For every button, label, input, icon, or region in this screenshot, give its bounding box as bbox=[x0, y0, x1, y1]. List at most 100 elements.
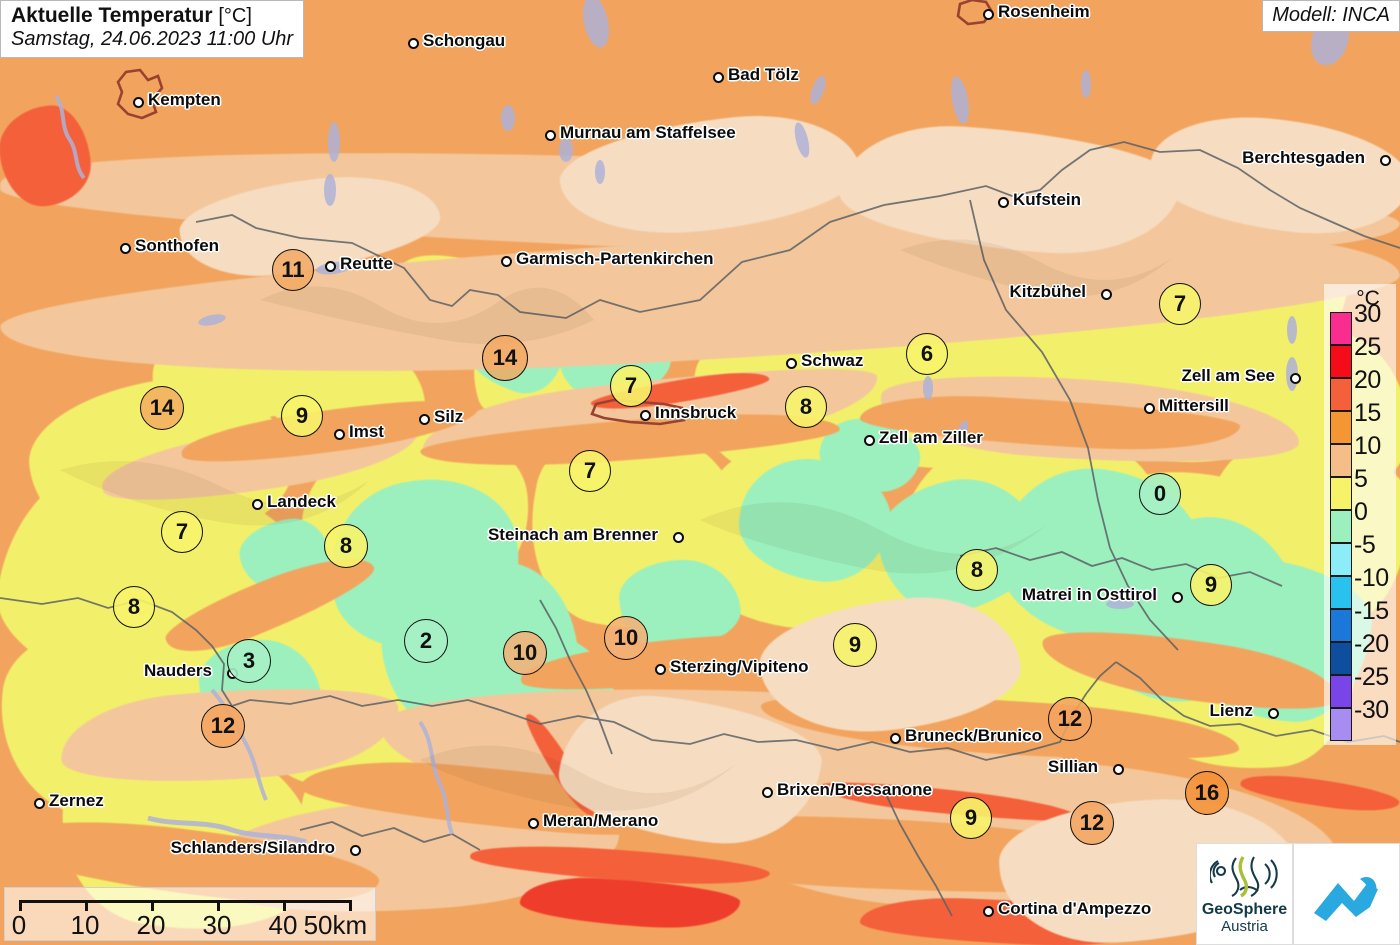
city-dot-icon bbox=[252, 499, 263, 510]
station-temperature-marker[interactable]: 0 bbox=[1139, 473, 1181, 515]
city-dot-icon bbox=[1101, 289, 1112, 300]
legend-band-label: 5 bbox=[1354, 465, 1368, 493]
city-dot-icon bbox=[1268, 708, 1279, 719]
legend-band-swatch bbox=[1330, 444, 1352, 477]
station-temperature-marker[interactable]: 7 bbox=[161, 511, 203, 553]
station-temperature-marker[interactable]: 10 bbox=[604, 616, 648, 660]
scale-label: 30 bbox=[202, 910, 232, 940]
legend-bands: 30 25 20 15 10 5 0 -5 -10 -15 -20 -25 -30 bbox=[1326, 302, 1394, 741]
legend-band-swatch bbox=[1330, 312, 1352, 345]
station-temperature-marker[interactable]: 7 bbox=[1159, 283, 1201, 325]
city-name-label: Schlanders/Silandro bbox=[170, 838, 335, 857]
city-name-label: Zell am Ziller bbox=[879, 428, 983, 447]
scale-bar-line bbox=[19, 900, 349, 903]
map-title-box: Aktuelle Temperatur [°C] Samstag, 24.06.… bbox=[0, 0, 305, 58]
city-dot-icon bbox=[983, 9, 994, 20]
scale-tick bbox=[151, 900, 154, 911]
city-name-label: Zell am See bbox=[1181, 366, 1275, 385]
city-dot-icon bbox=[350, 845, 361, 856]
station-temperature-marker[interactable]: 3 bbox=[227, 639, 271, 683]
map-timestamp: Samstag, 24.06.2023 11:00 Uhr bbox=[11, 28, 294, 51]
station-temperature-marker[interactable]: 9 bbox=[1190, 564, 1232, 606]
legend-band-swatch bbox=[1330, 345, 1352, 378]
city-dot-icon bbox=[890, 733, 901, 744]
city-dot-icon bbox=[528, 818, 539, 829]
scale-tick bbox=[217, 900, 220, 911]
city-name-label: Kitzbühel bbox=[1009, 282, 1087, 301]
station-temperature-marker[interactable]: 14 bbox=[482, 335, 528, 381]
city-name-label: Schongau bbox=[423, 31, 506, 50]
station-temperature-marker[interactable]: 12 bbox=[1048, 697, 1092, 741]
city-dot-icon bbox=[655, 664, 666, 675]
station-temperature-marker[interactable]: 12 bbox=[1070, 801, 1114, 845]
station-temperature-marker[interactable]: 8 bbox=[324, 524, 368, 568]
station-temperature-marker[interactable]: 7 bbox=[610, 365, 652, 407]
legend-band-swatch bbox=[1330, 411, 1352, 444]
station-temperature-marker[interactable]: 2 bbox=[404, 619, 448, 663]
station-temperature-marker[interactable]: 9 bbox=[281, 395, 323, 437]
city-dot-icon bbox=[713, 72, 724, 83]
legend-band-label: 10 bbox=[1354, 432, 1381, 460]
station-temperature-marker[interactable]: 16 bbox=[1185, 771, 1229, 815]
city-name-label: Landeck bbox=[267, 492, 336, 511]
legend-band-swatch bbox=[1330, 510, 1352, 543]
station-temperature-marker[interactable]: 14 bbox=[140, 386, 184, 430]
title-text: Aktuelle Temperatur bbox=[11, 4, 213, 27]
title-unit: [°C] bbox=[218, 5, 252, 27]
city-dot-icon bbox=[786, 358, 797, 369]
scale-label: 0 bbox=[11, 910, 27, 940]
station-temperature-marker[interactable]: 10 bbox=[503, 631, 547, 675]
scale-label: 40 bbox=[268, 910, 298, 940]
page-title: Aktuelle Temperatur [°C] bbox=[11, 4, 293, 28]
city-dot-icon bbox=[864, 435, 875, 446]
city-dot-icon bbox=[673, 532, 684, 543]
station-temperature-marker[interactable]: 8 bbox=[113, 586, 155, 628]
legend-band: 20 bbox=[1326, 368, 1394, 411]
legend-band: 10 bbox=[1326, 434, 1394, 477]
city-name-label: Sillian bbox=[1047, 757, 1098, 776]
city-name-label: Bad Tölz bbox=[728, 65, 799, 84]
legend-band-label: -10 bbox=[1354, 564, 1389, 592]
city-dot-icon bbox=[1380, 155, 1391, 166]
city-dot-icon bbox=[1290, 373, 1301, 384]
legend-band: 15 bbox=[1326, 401, 1394, 444]
temperature-legend: °C 30 25 20 15 10 5 0 -5 -10 -15 -20 -25 -30 bbox=[1324, 284, 1396, 745]
station-temperature-marker[interactable]: 7 bbox=[569, 450, 611, 492]
city-name-label: Lienz bbox=[1209, 701, 1253, 720]
city-dot-icon bbox=[408, 38, 419, 49]
city-dot-icon bbox=[120, 243, 131, 254]
city-dot-icon bbox=[983, 906, 994, 917]
geosphere-name: GeoSphere bbox=[1201, 900, 1288, 918]
city-name-label: Mittersill bbox=[1159, 396, 1229, 415]
legend-band: 5 bbox=[1326, 467, 1394, 510]
legend-band-label: -20 bbox=[1354, 630, 1389, 658]
scale-tick bbox=[19, 900, 22, 911]
legend-band: -5 bbox=[1326, 533, 1394, 576]
city-name-label: Kempten bbox=[148, 90, 221, 109]
station-temperature-marker[interactable]: 11 bbox=[272, 249, 314, 291]
city-dot-icon bbox=[325, 261, 336, 272]
station-temperature-marker[interactable]: 9 bbox=[950, 797, 992, 839]
city-name-label: Meran/Merano bbox=[543, 811, 659, 830]
station-temperature-marker[interactable]: 9 bbox=[833, 623, 877, 667]
geosphere-mark-icon bbox=[1209, 855, 1278, 898]
legend-band: -10 bbox=[1326, 566, 1394, 609]
legend-band: 0 bbox=[1326, 500, 1394, 543]
station-temperature-marker[interactable]: 12 bbox=[201, 704, 245, 748]
city-dot-icon bbox=[1113, 764, 1124, 775]
legend-band-label: 0 bbox=[1354, 498, 1368, 526]
station-temperature-marker[interactable]: 8 bbox=[956, 549, 998, 591]
city-name-label: Sonthofen bbox=[135, 236, 220, 255]
city-name-label: Kufstein bbox=[1013, 190, 1081, 209]
city-name-label: Steinach am Brenner bbox=[487, 525, 658, 544]
city-name-label: Murnau am Staffelsee bbox=[560, 123, 736, 142]
city-dot-icon bbox=[34, 798, 45, 809]
city-dot-icon bbox=[419, 414, 430, 425]
city-dot-icon bbox=[998, 197, 1009, 208]
station-temperature-marker[interactable]: 8 bbox=[785, 386, 827, 428]
geosphere-subname: Austria bbox=[1221, 917, 1268, 935]
legend-band-label: -25 bbox=[1354, 663, 1389, 691]
scale-tick bbox=[349, 900, 352, 911]
station-temperature-marker[interactable]: 6 bbox=[906, 333, 948, 375]
geosphere-logo: GeoSphere Austria bbox=[1196, 843, 1293, 945]
